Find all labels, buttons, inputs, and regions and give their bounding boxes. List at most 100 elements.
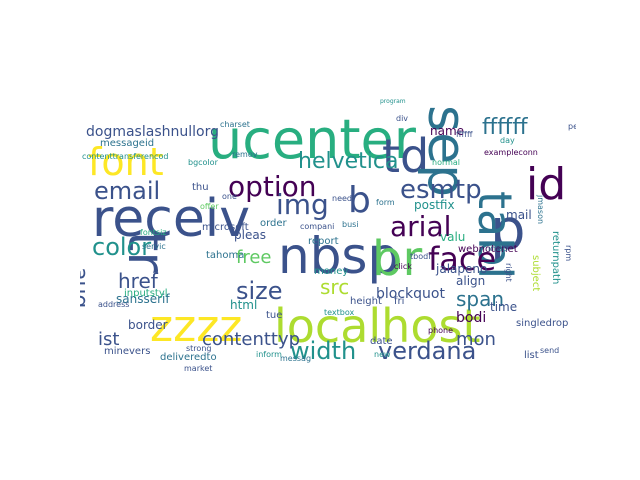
word-receiv: receiv [92,189,251,249]
word-cloud: ucenter font td sep id receiv tr nbsp br p tabl zzz… [80,95,576,373]
word-send: send [540,346,560,355]
word-microsoft: microsoft [202,222,249,233]
word-strong: strong [186,344,212,353]
word-busi: busi [342,220,359,229]
word-id: id [526,159,567,210]
word-subject: subject [530,255,541,292]
word-rpm: rpm [564,245,573,262]
word-helvetica: helvetica [298,149,399,174]
word-tbodi: tbodi [410,252,431,261]
word-blockquot: blockquot [376,286,445,302]
word-date: date [370,336,393,347]
word-report: report [308,236,339,247]
word-face: face [428,240,497,278]
word-program: program [380,98,406,105]
word-pleas: pleas [234,228,266,242]
word-ffffff: ffffff [456,130,473,139]
word-exampleconn: exampleconn [484,148,538,157]
word-tahoma: tahoma [206,250,245,261]
word-messageid: messageid [100,138,155,149]
word-email: email [94,177,161,205]
word-option: option [228,170,317,203]
word-normal: normal [432,158,461,167]
word-bgcolor: bgcolor [188,158,218,167]
word-right: right [504,263,513,282]
word-need: need [332,194,352,203]
word-sansserif: sansserif [116,292,170,306]
word-size: size [236,277,283,305]
word-servic: servic [142,242,166,251]
word-arial: arial [390,210,452,243]
word-messag: messag [280,354,312,363]
word-phone: phone [428,326,454,335]
word-new: new [374,350,391,359]
word-returnpath: returnpath [550,231,561,285]
word-charset: charset [220,120,250,129]
word-span: span [456,287,505,311]
word-jalapeno: jalapeno [436,262,488,276]
word-html: html [230,298,258,312]
word-valu: valu [440,230,466,244]
word-inform: inform [256,350,282,359]
word-align: align [456,274,486,288]
word-src: src [320,275,350,299]
word-list: list [524,350,539,361]
word-mon: mon [456,329,496,350]
word-time: time [490,300,518,314]
word-mail: mail [506,208,532,222]
word-td: td [382,129,430,183]
word-verdana: verdana [378,337,477,365]
word-ffffff: ffffff [482,115,528,140]
word-localhost: localhost [274,299,481,353]
word-deliveredto: deliveredto [160,352,217,363]
word-border: border [128,318,168,332]
word-singledrop: singledrop [516,318,569,329]
word-div: div [396,114,409,123]
word-minevers: minevers [104,346,151,357]
word-dogmaslashnullorg: dogmaslashnullorg [86,124,219,140]
word-inputstyl: inputstyl [124,288,168,299]
word-bodi: bodi [456,310,487,326]
word-money: money [314,266,349,277]
word-ist: ist [98,329,120,350]
word-href: href [118,269,158,293]
word-compani: compani [300,222,335,231]
word-p: p [490,198,526,263]
word-font: font [88,140,164,184]
word-order: order [260,218,287,229]
word-peopl: peopl [568,122,576,131]
word-postfix: postfix [414,198,455,212]
word-width: width [290,337,357,365]
word-day: day [500,136,515,145]
word-color: color [92,233,152,261]
word-tue: tue [266,310,283,321]
word-remov: remov [232,150,258,159]
word-nbsp: nbsp [278,227,400,285]
word-offer: offer [200,202,219,211]
word-fri: fri [394,296,405,307]
word-imap: imap [488,244,508,253]
word-fontsiz: fontsiz [140,228,167,237]
word-br: br [372,231,423,287]
word-jmason: jmason [536,195,545,225]
word-esmtp: esmtp [400,175,482,205]
word-zzzz: zzzz [150,301,243,352]
word-form: form [376,198,395,207]
word-name: name [430,124,465,138]
word-height: height [350,296,382,307]
word-webnotenet: webnotenet [458,244,518,255]
word-click: click [394,262,412,271]
word-free: free [236,247,272,268]
word-aug: aug [80,267,92,309]
word-textbox: textbox [324,308,355,317]
word-contenttyp: contenttyp [202,329,301,350]
word-thu: thu [192,182,209,193]
word-img: img [276,188,329,221]
word-market: market [184,364,213,373]
word-b: b [348,180,371,221]
word-ucenter: ucenter [208,108,416,171]
word-contenttransferencod: contenttransferencod [82,152,169,161]
word-one: one [222,192,237,201]
word-address: address [98,300,130,309]
